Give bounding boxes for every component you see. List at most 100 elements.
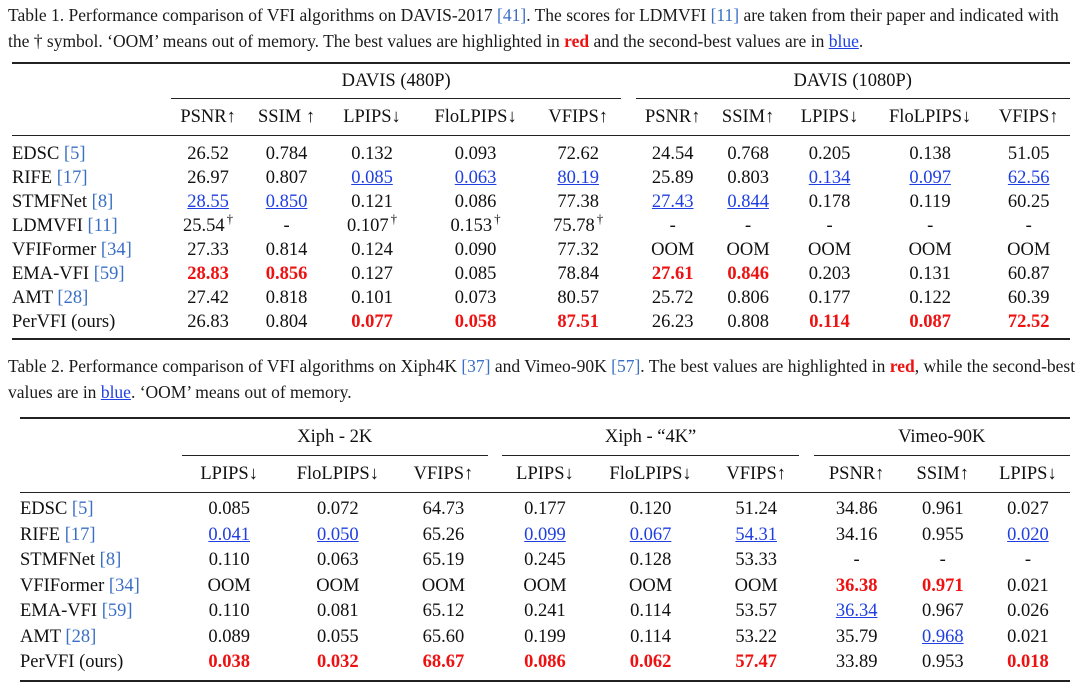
- cell-value: 0.203: [808, 263, 851, 284]
- table-cell: -: [814, 548, 900, 574]
- cell-value: 62.56: [1007, 167, 1050, 188]
- table-cell: -: [873, 214, 988, 238]
- caption-blue-word: blue: [100, 382, 131, 402]
- cell-value: 0.844: [727, 191, 769, 212]
- citation-link[interactable]: [17]: [56, 167, 88, 188]
- table-row: STMFNet [8] 28.55 0.850 0.121 0.086 77.38 27.4…: [12, 190, 1070, 214]
- cell-value: 26.52: [187, 143, 229, 164]
- table2-caption: Table 2. Performance comparison of VFI a…: [8, 353, 1076, 405]
- cell-value: 0.055: [317, 626, 359, 647]
- citation-link[interactable]: [17]: [64, 524, 96, 545]
- caption-text: .: [858, 31, 864, 51]
- citation-link[interactable]: [28]: [57, 287, 89, 308]
- cell-value: 0.093: [454, 143, 497, 164]
- citation-link[interactable]: [41]: [497, 5, 527, 25]
- citation-link[interactable]: [5]: [71, 499, 94, 520]
- citation-link[interactable]: [28]: [65, 626, 97, 647]
- table-cell: 0.205: [786, 136, 872, 167]
- cell-value: 25.54: [183, 215, 225, 236]
- cell-value: 0.081: [317, 601, 359, 622]
- table-cell: OOM: [636, 238, 710, 262]
- table-cell: 0.026: [986, 599, 1070, 625]
- caption-text: . The scores for LDMVFI: [526, 5, 711, 25]
- table-cell: 87.51: [535, 310, 621, 339]
- table-cell: 0.953: [900, 650, 986, 681]
- citation-link[interactable]: [34]: [108, 575, 140, 596]
- cell-value: 27.42: [187, 287, 229, 308]
- table-cell: 0.807: [245, 166, 327, 190]
- table-cell: 0.077: [328, 310, 417, 339]
- table-row: PerVFI (ours) 26.83 0.804 0.077 0.058 87.51 26…: [12, 310, 1070, 339]
- table-cell: 75.78 †: [535, 212, 621, 238]
- cell-value: 0.114: [809, 311, 850, 332]
- citation-link[interactable]: [34]: [100, 239, 132, 260]
- table-cell: 0.085: [182, 493, 276, 523]
- column-gap: [488, 574, 502, 600]
- cell-value: 0.086: [454, 191, 497, 212]
- table-cell: -: [245, 214, 327, 238]
- table-row: AMT [28] 0.089 0.055 65.60 0.199 0.114 53.22 35…: [20, 625, 1070, 651]
- cell-value: 54.31: [735, 524, 777, 545]
- caption-text: . ‘OOM’ means out of memory.: [130, 382, 352, 402]
- cell-value: 0.968: [921, 626, 964, 647]
- cell-value: 87.51: [557, 311, 599, 332]
- method-label: RIFE: [12, 167, 53, 188]
- table-cell: 0.063: [276, 548, 399, 574]
- cell-value: 36.38: [835, 575, 878, 596]
- table-cell: OOM: [502, 574, 588, 600]
- metric-header: LPIPS↓: [501, 455, 589, 493]
- table-cell: 0.027: [986, 493, 1070, 523]
- table-cell: 0.089: [182, 625, 276, 651]
- caption-text: and the second-best values are in: [589, 31, 829, 51]
- citation-link[interactable]: [8]: [91, 191, 114, 212]
- metric-header: VFIPS↑: [399, 455, 488, 493]
- table-cell: 27.42: [171, 286, 245, 310]
- table-cell: 0.203: [786, 262, 872, 286]
- table-cell: 0.021: [986, 574, 1070, 600]
- cell-value: 35.79: [835, 626, 878, 647]
- cell-value: 0.178: [808, 191, 851, 212]
- cell-value: 0.090: [454, 239, 497, 260]
- column-gap: [621, 136, 635, 167]
- citation-link[interactable]: [59]: [93, 263, 125, 284]
- citation-link[interactable]: [5]: [63, 143, 86, 164]
- cell-value: 28.55: [187, 191, 229, 212]
- cell-value: 68.67: [422, 652, 465, 673]
- table-cell: 0.122: [873, 286, 988, 310]
- table-row: PerVFI (ours) 0.038 0.032 68.67 0.086 0.062 57…: [20, 650, 1070, 681]
- table-cell: 0.132: [328, 136, 417, 167]
- table-row: VFIFormer [34] OOM OOM OOM OOM OOM OOM 36.38 0.9…: [20, 574, 1070, 600]
- cell-value: 0.807: [265, 167, 308, 188]
- table2-group-header: Xiph - 2K: [182, 418, 488, 456]
- table-cell: 0.124: [328, 238, 417, 262]
- cell-value: -: [745, 215, 752, 236]
- citation-link[interactable]: [8]: [99, 550, 122, 571]
- cell-value: 0.073: [454, 287, 497, 308]
- table-cell: 0.971: [900, 574, 986, 600]
- cell-value: 33.89: [835, 652, 878, 673]
- cell-value: 0.110: [208, 550, 250, 571]
- cell-value: 65.12: [422, 601, 465, 622]
- citation-link[interactable]: [11]: [710, 5, 740, 25]
- cell-value: 0.953: [921, 652, 964, 673]
- table-cell: 0.846: [710, 262, 786, 286]
- citation-link[interactable]: [59]: [101, 601, 133, 622]
- citation-link[interactable]: [57]: [611, 356, 641, 376]
- citation-link[interactable]: [37]: [461, 356, 491, 376]
- table-cell: 72.52: [987, 310, 1070, 339]
- table-cell: 0.020: [986, 523, 1070, 549]
- cell-value: 0.041: [208, 524, 250, 545]
- cell-value: 26.23: [651, 311, 694, 332]
- table-cell: 0.099: [502, 523, 588, 549]
- citation-link[interactable]: [11]: [87, 215, 118, 236]
- cell-value: 0.085: [351, 167, 393, 188]
- cell-value: 0.063: [454, 167, 497, 188]
- table-cell: 53.22: [713, 625, 799, 651]
- table-cell: 60.87: [987, 262, 1070, 286]
- cell-value: 53.57: [735, 601, 777, 622]
- method-name: PerVFI (ours): [20, 650, 182, 681]
- table-cell: 77.32: [535, 238, 621, 262]
- table-cell: 0.081: [276, 599, 399, 625]
- table-cell: 28.83: [171, 262, 245, 286]
- table-cell: OOM: [588, 574, 713, 600]
